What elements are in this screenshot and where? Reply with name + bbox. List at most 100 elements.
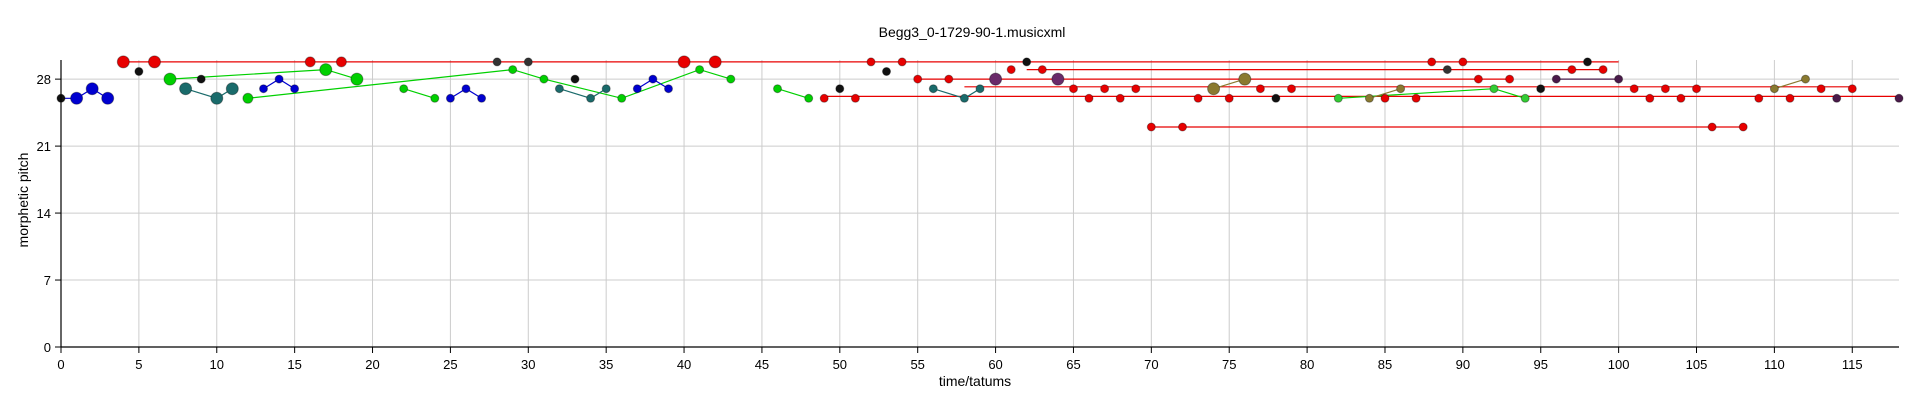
x-tick-label: 80 <box>1300 357 1314 372</box>
data-point <box>1738 122 1748 132</box>
series-line <box>1369 88 1401 99</box>
series-line <box>247 68 731 99</box>
data-point <box>148 55 161 69</box>
data-point <box>430 93 440 103</box>
data-point <box>1520 93 1530 103</box>
data-point <box>882 67 891 76</box>
data-point <box>1442 65 1452 75</box>
data-point <box>1069 84 1078 94</box>
x-tick-label: 110 <box>1764 357 1785 372</box>
chart-title: Begg3_0-1729-90-1.musicxml <box>879 24 1066 40</box>
data-point <box>1505 74 1515 84</box>
x-tick-label: 60 <box>988 357 1002 372</box>
data-point <box>1473 74 1483 84</box>
data-point <box>897 57 907 67</box>
data-point <box>1629 84 1639 94</box>
data-point <box>695 65 705 75</box>
data-point <box>975 84 985 94</box>
data-point <box>492 57 502 67</box>
data-point <box>477 93 487 103</box>
data-point <box>508 65 518 75</box>
data-point <box>773 84 782 94</box>
data-point <box>1816 84 1826 94</box>
x-tick-label: 10 <box>210 357 224 372</box>
data-point <box>1051 72 1065 86</box>
x-axis-label: time/tatums <box>939 373 1011 389</box>
data-point <box>632 84 642 94</box>
y-axis-label: morphetic pitch <box>15 153 31 248</box>
x-tick-label: 75 <box>1222 357 1236 372</box>
data-point <box>1660 84 1670 94</box>
data-point <box>601 84 611 94</box>
data-point <box>1832 93 1842 103</box>
data-point <box>1847 84 1857 94</box>
data-point <box>1115 93 1125 103</box>
data-point <box>726 74 736 84</box>
data-point <box>85 82 99 96</box>
data-point <box>1084 93 1094 103</box>
x-tick-label: 65 <box>1066 357 1080 372</box>
data-point <box>259 84 268 94</box>
data-point <box>1207 82 1221 96</box>
x-tick-label: 50 <box>833 357 847 372</box>
data-point <box>1178 122 1187 132</box>
data-point <box>1692 84 1701 94</box>
data-point <box>350 72 364 86</box>
data-point <box>335 56 347 68</box>
data-point <box>523 57 533 67</box>
data-point <box>1380 93 1390 103</box>
data-point <box>1676 93 1686 103</box>
data-point <box>1364 93 1374 103</box>
x-tick-label: 15 <box>287 357 301 372</box>
data-point <box>1769 84 1779 94</box>
series-lines <box>61 61 1899 128</box>
data-point <box>648 74 658 84</box>
data-point <box>835 84 845 94</box>
data-point <box>1536 84 1546 94</box>
data-point <box>274 74 284 84</box>
data-point <box>1489 84 1499 94</box>
y-ticks: 0 7 14 21 28 <box>37 72 61 355</box>
axes <box>60 60 1899 348</box>
x-tick-label: 30 <box>521 357 535 372</box>
x-tick-label: 25 <box>443 357 457 372</box>
data-point <box>1567 65 1577 75</box>
x-tick-label: 40 <box>677 357 691 372</box>
data-point <box>570 74 580 84</box>
data-point <box>1146 122 1156 132</box>
data-point <box>617 93 627 103</box>
data-point <box>1894 93 1904 103</box>
data-point <box>116 55 130 69</box>
data-point <box>664 84 673 94</box>
y-tick-label: 14 <box>37 206 51 221</box>
grid-lines <box>60 60 1899 348</box>
x-tick-label: 115 <box>1842 357 1863 372</box>
x-tick-label: 90 <box>1456 357 1470 372</box>
data-point <box>1037 65 1047 75</box>
data-point <box>1598 65 1608 75</box>
data-point <box>554 84 564 94</box>
data-point <box>539 74 549 84</box>
x-tick-label: 70 <box>1144 357 1158 372</box>
data-point <box>210 91 224 105</box>
data-point <box>1396 84 1406 94</box>
data-point <box>319 63 333 77</box>
data-point <box>1022 57 1032 67</box>
data-point <box>1645 93 1655 103</box>
data-point <box>677 55 691 69</box>
data-point <box>959 93 969 103</box>
x-ticks: 0 5 10 15 20 25 30 35 40 45 50 55 60 65 70 75 80 85 90 95 10… <box>57 347 1863 372</box>
x-tick-label: 100 <box>1608 357 1630 372</box>
data-point <box>179 82 193 96</box>
data-point <box>1583 57 1592 67</box>
data-point <box>1271 93 1281 103</box>
data-point <box>1785 93 1795 103</box>
data-point <box>1100 84 1110 94</box>
y-tick-label: 28 <box>37 72 51 87</box>
x-tick-label: 35 <box>599 357 613 372</box>
x-tick-label: 105 <box>1686 357 1708 372</box>
data-point <box>101 91 115 105</box>
data-point <box>1551 74 1561 84</box>
data-point <box>1238 72 1252 86</box>
series-line <box>185 88 233 99</box>
